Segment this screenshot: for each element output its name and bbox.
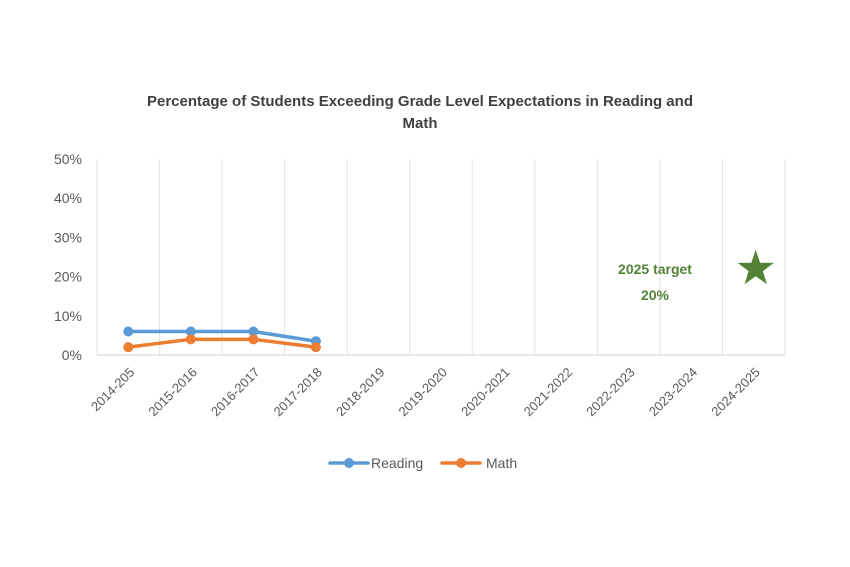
y-tick-label: 0% xyxy=(62,347,82,363)
y-tick-label: 10% xyxy=(54,308,82,324)
data-point-reading xyxy=(123,326,134,337)
data-point-reading xyxy=(185,326,196,337)
legend-label-reading: Reading xyxy=(371,455,423,471)
series-line-reading xyxy=(126,329,318,344)
x-tick-label: 2022-2023 xyxy=(583,365,638,420)
y-tick-label: 30% xyxy=(54,229,82,245)
series-line-math xyxy=(126,337,318,349)
target-annotation-label: 2025 target xyxy=(618,261,692,277)
data-point-math xyxy=(185,334,196,345)
data-point-reading xyxy=(248,326,259,337)
legend-marker-math xyxy=(456,458,466,468)
legend-marker-reading xyxy=(344,458,354,468)
x-tick-label: 2021-2022 xyxy=(521,365,576,420)
x-tick-label: 2020-2021 xyxy=(458,365,513,420)
data-point-math xyxy=(310,342,321,353)
legend-label-math: Math xyxy=(486,455,517,471)
x-tick-label: 2024-2025 xyxy=(708,365,763,420)
x-tick-label: 2018-2019 xyxy=(333,365,388,420)
x-tick-label: 2023-2024 xyxy=(646,365,701,420)
data-point-math xyxy=(248,334,259,345)
x-tick-label: 2019-2020 xyxy=(396,365,451,420)
x-tick-label: 2014-205 xyxy=(88,365,137,414)
star-icon xyxy=(737,249,774,285)
x-tick-label: 2017-2018 xyxy=(270,365,325,420)
chart-title: Percentage of Students Exceeding Grade L… xyxy=(110,91,730,135)
data-point-math xyxy=(123,342,134,353)
chart-title-line-1: Percentage of Students Exceeding Grade L… xyxy=(147,93,693,110)
x-tick-label: 2016-2017 xyxy=(208,365,263,420)
y-tick-label: 50% xyxy=(54,151,82,167)
chart-title-line-2: Math xyxy=(402,115,438,132)
y-tick-label: 20% xyxy=(54,269,82,285)
y-tick-label: 40% xyxy=(54,190,82,206)
target-annotation-value: 20% xyxy=(641,287,670,303)
x-tick-label: 2015-2016 xyxy=(145,365,200,420)
